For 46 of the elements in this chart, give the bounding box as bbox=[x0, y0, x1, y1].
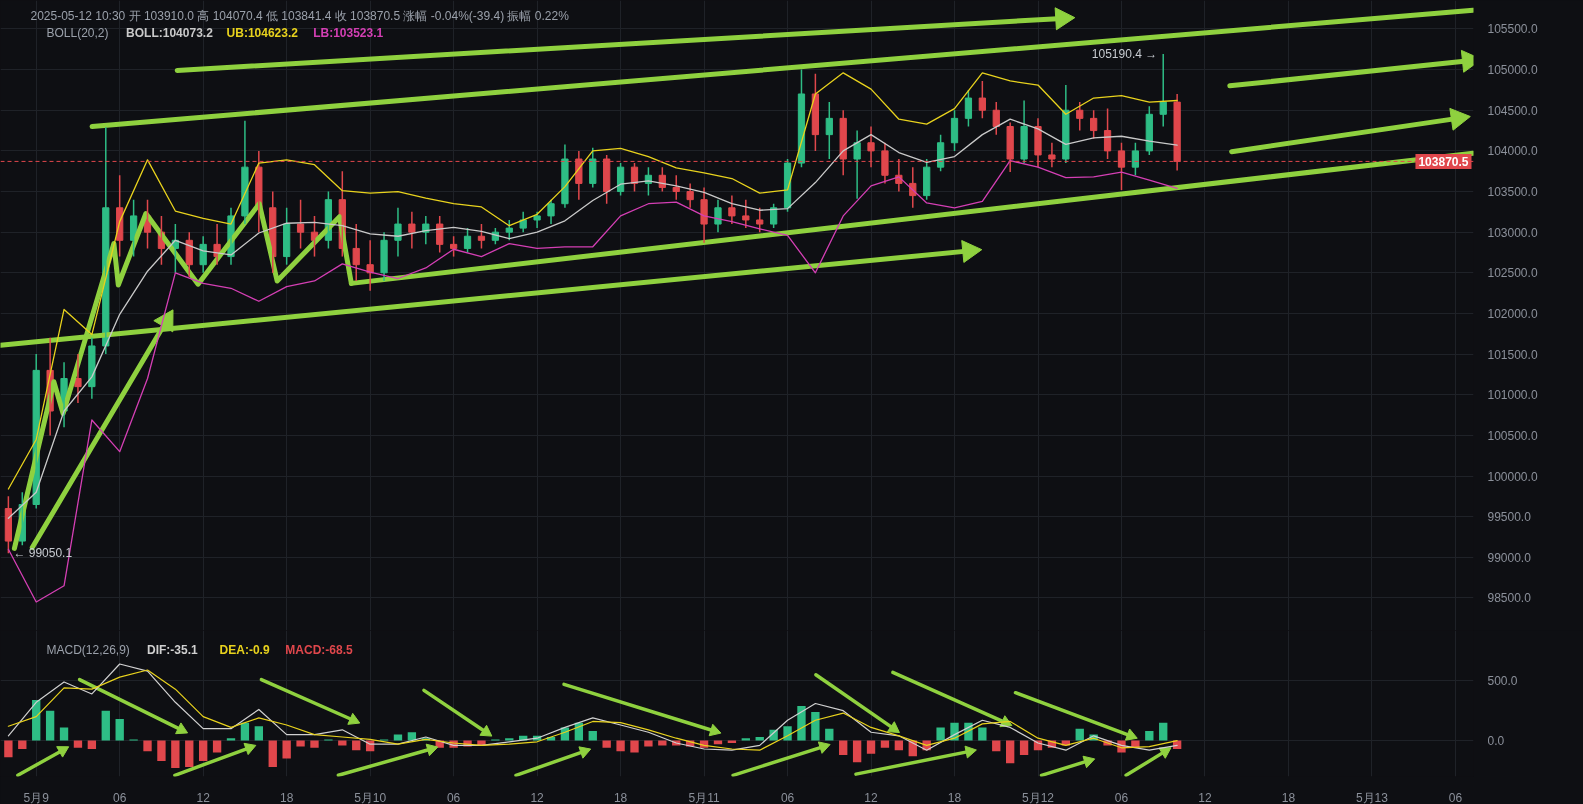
x-tick-label: 06 bbox=[113, 790, 127, 804]
x-tick-label: 12 bbox=[196, 790, 211, 804]
y-tick-label: 102500.0 bbox=[1487, 266, 1538, 281]
x-tick-label: 5月12 bbox=[1021, 790, 1055, 804]
y-tick-label: 101500.0 bbox=[1487, 347, 1538, 362]
text: MACD:-68.5 bbox=[285, 642, 353, 657]
x-tick-label: 5月10 bbox=[354, 790, 387, 804]
ref-line-label: 103870.5 bbox=[1418, 154, 1469, 169]
y-tick-label: 105000.0 bbox=[1487, 63, 1538, 78]
text: DEA:-0.9 bbox=[219, 642, 270, 657]
x-tick-label: 5月13 bbox=[1355, 790, 1389, 804]
x-tick-label: 18 bbox=[613, 790, 628, 804]
text: 2025-05-12 10:30 开 103910.0 高 104070.4 低 103841.4 收 103870.5 涨幅 -0.04%(-39.4) 振幅 0.22% bbox=[30, 8, 570, 23]
y-tick-label: 100500.0 bbox=[1487, 428, 1538, 443]
y-tick-label: 99000.0 bbox=[1487, 550, 1532, 565]
x-tick-label: 12 bbox=[530, 790, 545, 804]
legend-title: BOLL(20,2) bbox=[46, 25, 109, 40]
y-tick-label: 500.0 bbox=[1487, 674, 1518, 689]
y-tick-label: 104500.0 bbox=[1487, 103, 1538, 118]
y-tick-label: 103000.0 bbox=[1487, 225, 1538, 240]
x-tick-label: 06 bbox=[446, 790, 461, 804]
x-tick-label: 18 bbox=[279, 790, 294, 804]
y-tick-label: 104000.0 bbox=[1487, 144, 1538, 159]
x-tick-label: 5月9 bbox=[23, 790, 50, 804]
text: LB:103523.1 bbox=[313, 25, 384, 40]
y-tick-label: 0.0 bbox=[1487, 734, 1505, 749]
annotation: 105190.4 → bbox=[1091, 47, 1158, 62]
y-tick-label: 103500.0 bbox=[1487, 185, 1538, 200]
x-tick-label: 06 bbox=[1448, 790, 1463, 804]
x-tick-label: 06 bbox=[780, 790, 795, 804]
x-tick-label: 12 bbox=[864, 790, 879, 804]
text: UB:104623.2 bbox=[226, 25, 299, 40]
y-tick-label: 99500.0 bbox=[1487, 510, 1532, 525]
x-tick-label: 06 bbox=[1114, 790, 1129, 804]
text: BOLL:104073.2 bbox=[126, 25, 214, 40]
series-label: DIF:-35.1 bbox=[146, 642, 198, 657]
y-tick-label: 105500.0 bbox=[1487, 22, 1538, 37]
x-tick-label: 18 bbox=[947, 790, 962, 804]
y-tick-label: 100000.0 bbox=[1487, 469, 1538, 484]
legend-title: MACD(12,26,9) bbox=[46, 642, 130, 657]
x-tick-label: 18 bbox=[1281, 790, 1296, 804]
y-tick-label: 101000.0 bbox=[1487, 388, 1538, 403]
x-tick-label: 12 bbox=[1198, 790, 1212, 804]
x-tick-label: 5月11 bbox=[688, 790, 720, 804]
y-tick-label: 98500.0 bbox=[1487, 591, 1532, 606]
y-tick-label: 102000.0 bbox=[1487, 306, 1538, 321]
